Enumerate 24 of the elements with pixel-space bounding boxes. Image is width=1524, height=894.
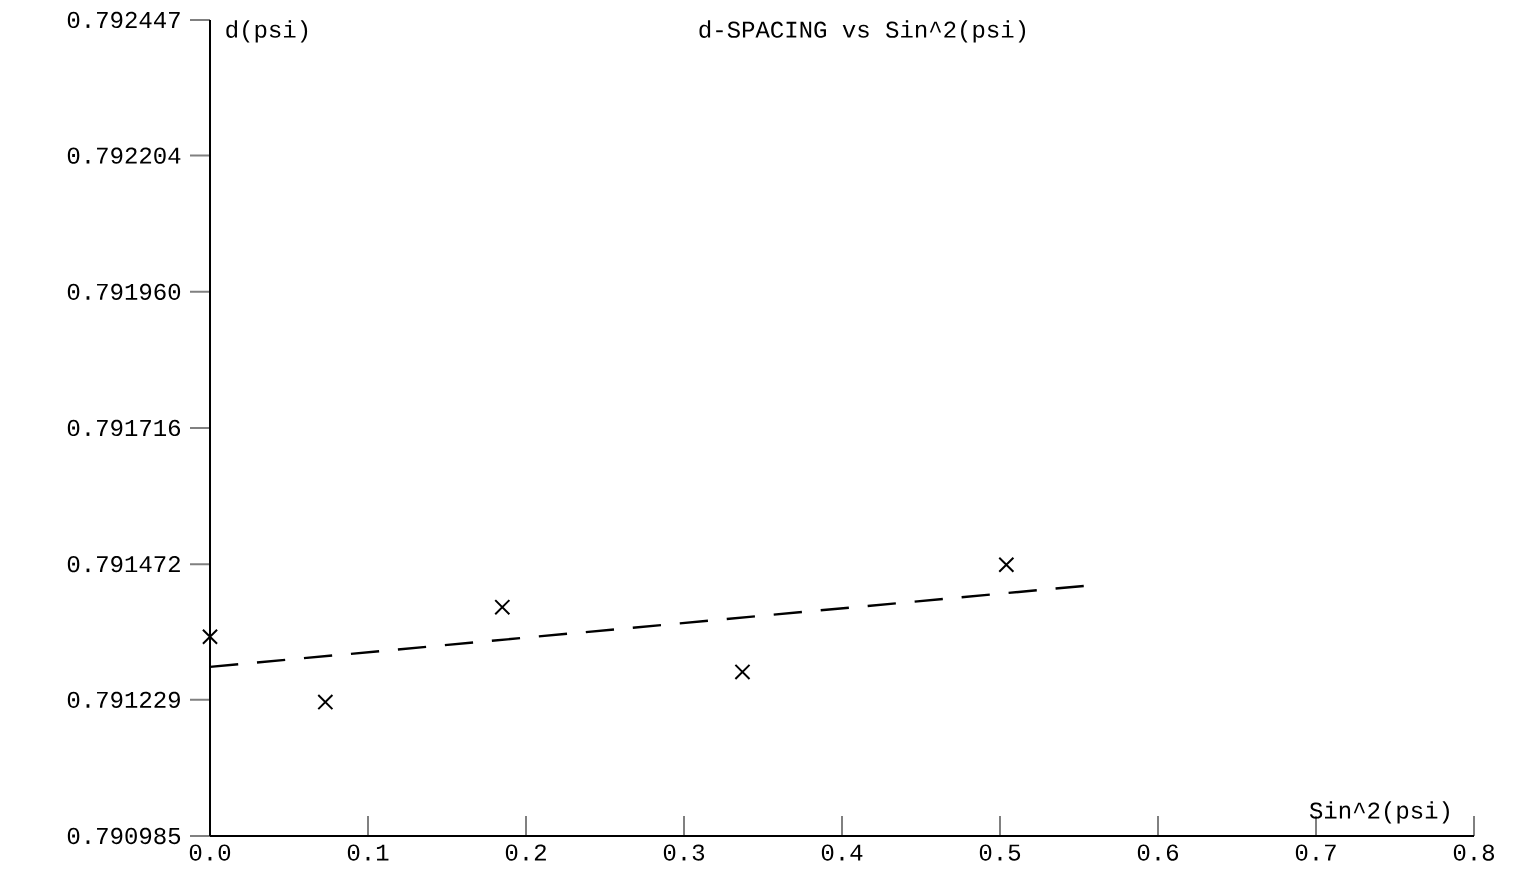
y-tick-label: 0.791472 xyxy=(67,556,180,573)
chart-title: d-SPACING vs Sin^2(psi) xyxy=(699,20,1026,43)
x-tick-label: 0.3 xyxy=(663,844,705,861)
x-tick-label: 0.7 xyxy=(1295,844,1336,861)
x-axis-title: Sin^2(psi) xyxy=(1309,801,1449,824)
y-tick-label: 0.792447 xyxy=(67,11,180,29)
point xyxy=(494,599,511,616)
y-tick-label: 0.790985 xyxy=(67,827,181,845)
x-tick-label: 0.1 xyxy=(347,844,389,861)
point xyxy=(734,663,751,680)
y-axis-title: d(psi) xyxy=(226,20,308,43)
y-tick-label: 0.792204 xyxy=(67,147,181,164)
x-tick-label: 0.0 xyxy=(189,844,231,861)
point xyxy=(317,693,334,711)
y-tick-label: 0.791229 xyxy=(67,691,180,708)
x-tick-label: 0.6 xyxy=(1137,844,1179,861)
y-tick-label: 0.791960 xyxy=(67,283,181,300)
x-tick-label: 0.2 xyxy=(505,844,546,861)
y-tick-label: 0.791716 xyxy=(67,419,181,437)
x-tick-label: 0.8 xyxy=(1453,844,1495,861)
point xyxy=(998,556,1015,573)
point xyxy=(201,628,219,645)
x-tick-label: 0.5 xyxy=(979,844,1021,861)
x-tick-label: 0.4 xyxy=(821,844,863,861)
